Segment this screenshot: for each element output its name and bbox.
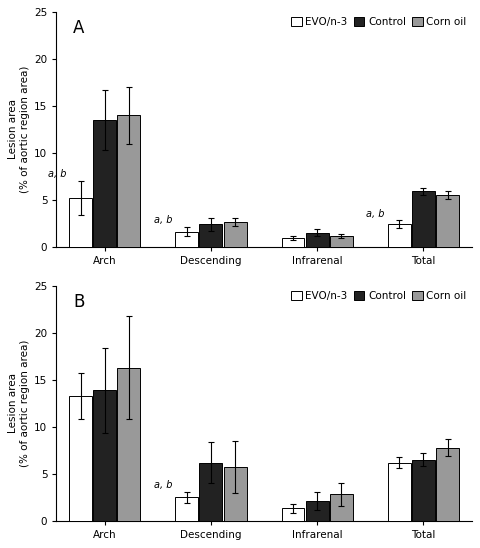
Bar <box>93 120 116 247</box>
Bar <box>224 222 247 247</box>
Bar <box>388 463 411 521</box>
Text: a, b: a, b <box>366 209 385 219</box>
Bar <box>330 236 353 247</box>
Bar <box>330 494 353 521</box>
Bar <box>93 390 116 521</box>
Text: a, b: a, b <box>154 480 172 490</box>
Y-axis label: Lesion area
(% of aortic region area): Lesion area (% of aortic region area) <box>8 340 30 467</box>
Bar <box>69 396 92 521</box>
Text: a, b: a, b <box>154 215 172 225</box>
Y-axis label: Lesion area
(% of aortic region area): Lesion area (% of aortic region area) <box>8 66 30 193</box>
Bar <box>175 497 198 521</box>
Text: a, b: a, b <box>48 169 66 179</box>
Bar <box>117 116 140 247</box>
Bar <box>282 238 304 247</box>
Bar <box>388 224 411 247</box>
Bar <box>199 463 222 521</box>
Bar <box>199 224 222 247</box>
Bar <box>117 368 140 521</box>
Bar <box>412 460 435 521</box>
Bar <box>436 195 459 247</box>
Text: A: A <box>73 19 84 37</box>
Bar <box>282 509 304 521</box>
Bar <box>412 191 435 247</box>
Bar <box>306 232 329 247</box>
Legend: EVO/n-3, Control, Corn oil: EVO/n-3, Control, Corn oil <box>287 287 470 305</box>
Bar <box>224 467 247 521</box>
Bar <box>306 501 329 521</box>
Bar <box>69 198 92 247</box>
Bar <box>175 232 198 247</box>
Bar <box>436 448 459 521</box>
Legend: EVO/n-3, Control, Corn oil: EVO/n-3, Control, Corn oil <box>287 13 470 31</box>
Text: B: B <box>73 293 84 311</box>
